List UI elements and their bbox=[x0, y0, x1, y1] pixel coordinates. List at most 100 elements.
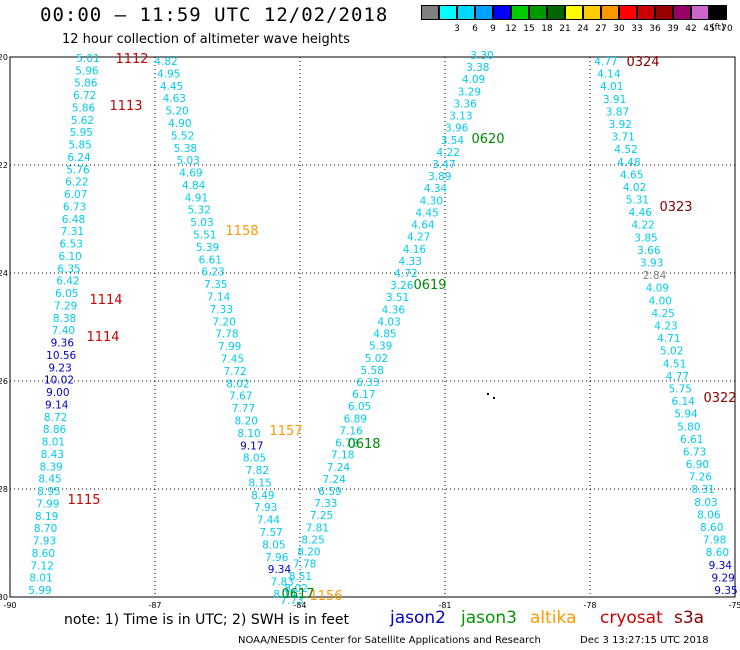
swh-value-label: 7.44 bbox=[257, 515, 281, 527]
latitude-tick-label: -30 bbox=[0, 593, 8, 602]
pass-number-label: 0322 bbox=[703, 391, 736, 406]
swh-value-label: 5.02 bbox=[365, 353, 388, 365]
swh-value-label: 3.93 bbox=[640, 258, 663, 270]
colorbar-swatch bbox=[691, 5, 709, 20]
swh-value-label: 8.60 bbox=[32, 548, 55, 560]
swh-value-label: 5.75 bbox=[669, 383, 692, 395]
swh-value-label: 4.65 bbox=[620, 169, 643, 181]
swh-value-label: 7.24 bbox=[327, 462, 351, 474]
swh-value-label: 5.86 bbox=[74, 78, 98, 90]
pass-number-label: 1112 bbox=[115, 52, 148, 67]
colorbar-swatch bbox=[439, 5, 457, 20]
swh-value-label: 7.31 bbox=[61, 226, 84, 238]
swh-value-label: 8.95 bbox=[37, 486, 60, 498]
swh-value-label: 7.99 bbox=[36, 498, 59, 510]
swh-value-label: 9.00 bbox=[46, 387, 69, 399]
colorbar-swatch bbox=[655, 5, 673, 20]
longitude-tick-label: -75 bbox=[728, 601, 740, 610]
swh-value-label: 7.20 bbox=[212, 316, 235, 328]
swh-value-label: 4.48 bbox=[617, 157, 640, 169]
colorbar-label: 27 bbox=[595, 24, 607, 34]
swh-value-label: 6.61 bbox=[199, 254, 222, 266]
swh-value-label: 3.51 bbox=[386, 292, 409, 304]
swh-value-label: 4.34 bbox=[424, 183, 448, 195]
swh-value-label: 4.77 bbox=[594, 56, 617, 68]
colorbar-swatch bbox=[493, 5, 511, 20]
swh-value-label: 7.93 bbox=[254, 502, 277, 514]
pass-number-label: 0617 bbox=[281, 587, 314, 602]
longitude-tick-label: -90 bbox=[3, 601, 16, 610]
latitude-tick-label: -22 bbox=[0, 161, 8, 170]
swh-value-label: 7.16 bbox=[339, 425, 363, 437]
chart-subtitle: 12 hour collection of altimeter wave hei… bbox=[62, 32, 350, 47]
swh-value-label: 7.45 bbox=[221, 353, 244, 365]
swh-value-label: 9.17 bbox=[240, 440, 263, 452]
swh-value-label: 5.99 bbox=[28, 585, 51, 597]
colorbar-label: 36 bbox=[649, 24, 661, 34]
swh-value-label: 6.14 bbox=[671, 396, 695, 408]
swh-value-label: 5.85 bbox=[68, 140, 91, 152]
swh-value-label: 5.03 bbox=[176, 155, 199, 167]
swh-value-label: 7.12 bbox=[31, 560, 54, 572]
swh-value-label: 7.24 bbox=[323, 474, 347, 486]
swh-value-label: 4.45 bbox=[160, 81, 183, 93]
swh-value-label: 9.34 bbox=[268, 564, 292, 576]
swh-value-label: 4.95 bbox=[157, 68, 180, 80]
colorbar-unit: (ft) bbox=[711, 23, 725, 33]
swh-value-label: 3.87 bbox=[606, 106, 629, 118]
swh-value-label: 4.16 bbox=[403, 244, 427, 256]
swh-value-label: 4.45 bbox=[415, 207, 438, 219]
swh-value-label: 6.05 bbox=[348, 401, 371, 413]
swh-value-label: 8.05 bbox=[262, 539, 285, 551]
swh-value-label: 3.47 bbox=[432, 159, 455, 171]
swh-value-label: 4.51 bbox=[663, 358, 686, 370]
swh-value-label: 4.22 bbox=[631, 220, 654, 232]
swh-value-label: 5.62 bbox=[71, 115, 94, 127]
swh-value-label: 4.71 bbox=[657, 333, 680, 345]
colorbar-label: 30 bbox=[613, 24, 625, 34]
swh-value-label: 3.30 bbox=[470, 50, 493, 62]
swh-value-label: 8.06 bbox=[697, 509, 721, 521]
swh-value-label: 4.30 bbox=[420, 195, 443, 207]
swh-value-label: 5.58 bbox=[361, 365, 384, 377]
swh-value-label: 5.02 bbox=[660, 346, 683, 358]
pass-number-label: 0618 bbox=[347, 437, 380, 452]
swh-value-label: 5.39 bbox=[369, 341, 392, 353]
swh-value-label: 6.90 bbox=[686, 459, 709, 471]
latitude-tick-label: -28 bbox=[0, 485, 8, 494]
longitude-tick-label: -84 bbox=[293, 601, 306, 610]
swh-value-label: 8.31 bbox=[691, 484, 714, 496]
satellite-legend-jason2: jason2 bbox=[390, 608, 446, 628]
swh-value-label: 7.83 bbox=[271, 577, 294, 589]
swh-value-label: 6.53 bbox=[60, 239, 83, 251]
data-point-marker bbox=[493, 397, 495, 399]
map-frame bbox=[9, 56, 736, 598]
swh-value-label: 6.72 bbox=[73, 90, 96, 102]
swh-value-label: 8.20 bbox=[235, 415, 258, 427]
swh-value-label: 8.43 bbox=[41, 449, 64, 461]
swh-value-label: 5.94 bbox=[674, 409, 698, 421]
satellite-legend-altika: altika bbox=[530, 608, 577, 628]
swh-value-label: 8.51 bbox=[289, 571, 312, 583]
swh-value-label: 6.73 bbox=[683, 446, 706, 458]
colorbar-swatch bbox=[619, 5, 637, 20]
swh-value-label: 8.20 bbox=[297, 547, 320, 559]
swh-value-label: 6.48 bbox=[62, 214, 85, 226]
swh-value-label: 3.96 bbox=[445, 123, 469, 135]
swh-value-label: 6.23 bbox=[201, 267, 224, 279]
swh-value-label: 6.42 bbox=[56, 276, 79, 288]
swh-value-label: 4.77 bbox=[666, 371, 689, 383]
swh-value-label: 4.52 bbox=[614, 144, 637, 156]
swh-value-label: 3.85 bbox=[634, 232, 657, 244]
satellite-legend-jason3: jason3 bbox=[461, 608, 517, 628]
swh-value-label: 4.09 bbox=[646, 283, 669, 295]
swh-value-label: 4.33 bbox=[399, 256, 422, 268]
swh-value-label: 3.92 bbox=[609, 119, 632, 131]
swh-value-label: 6.89 bbox=[344, 413, 367, 425]
colorbar-label: 21 bbox=[559, 24, 571, 34]
swh-value-label: 8.01 bbox=[29, 573, 52, 585]
swh-value-label: 7.93 bbox=[33, 536, 56, 548]
swh-value-label: 9.23 bbox=[48, 362, 71, 374]
swh-value-label: 7.40 bbox=[52, 325, 75, 337]
swh-value-label: 6.24 bbox=[67, 152, 91, 164]
